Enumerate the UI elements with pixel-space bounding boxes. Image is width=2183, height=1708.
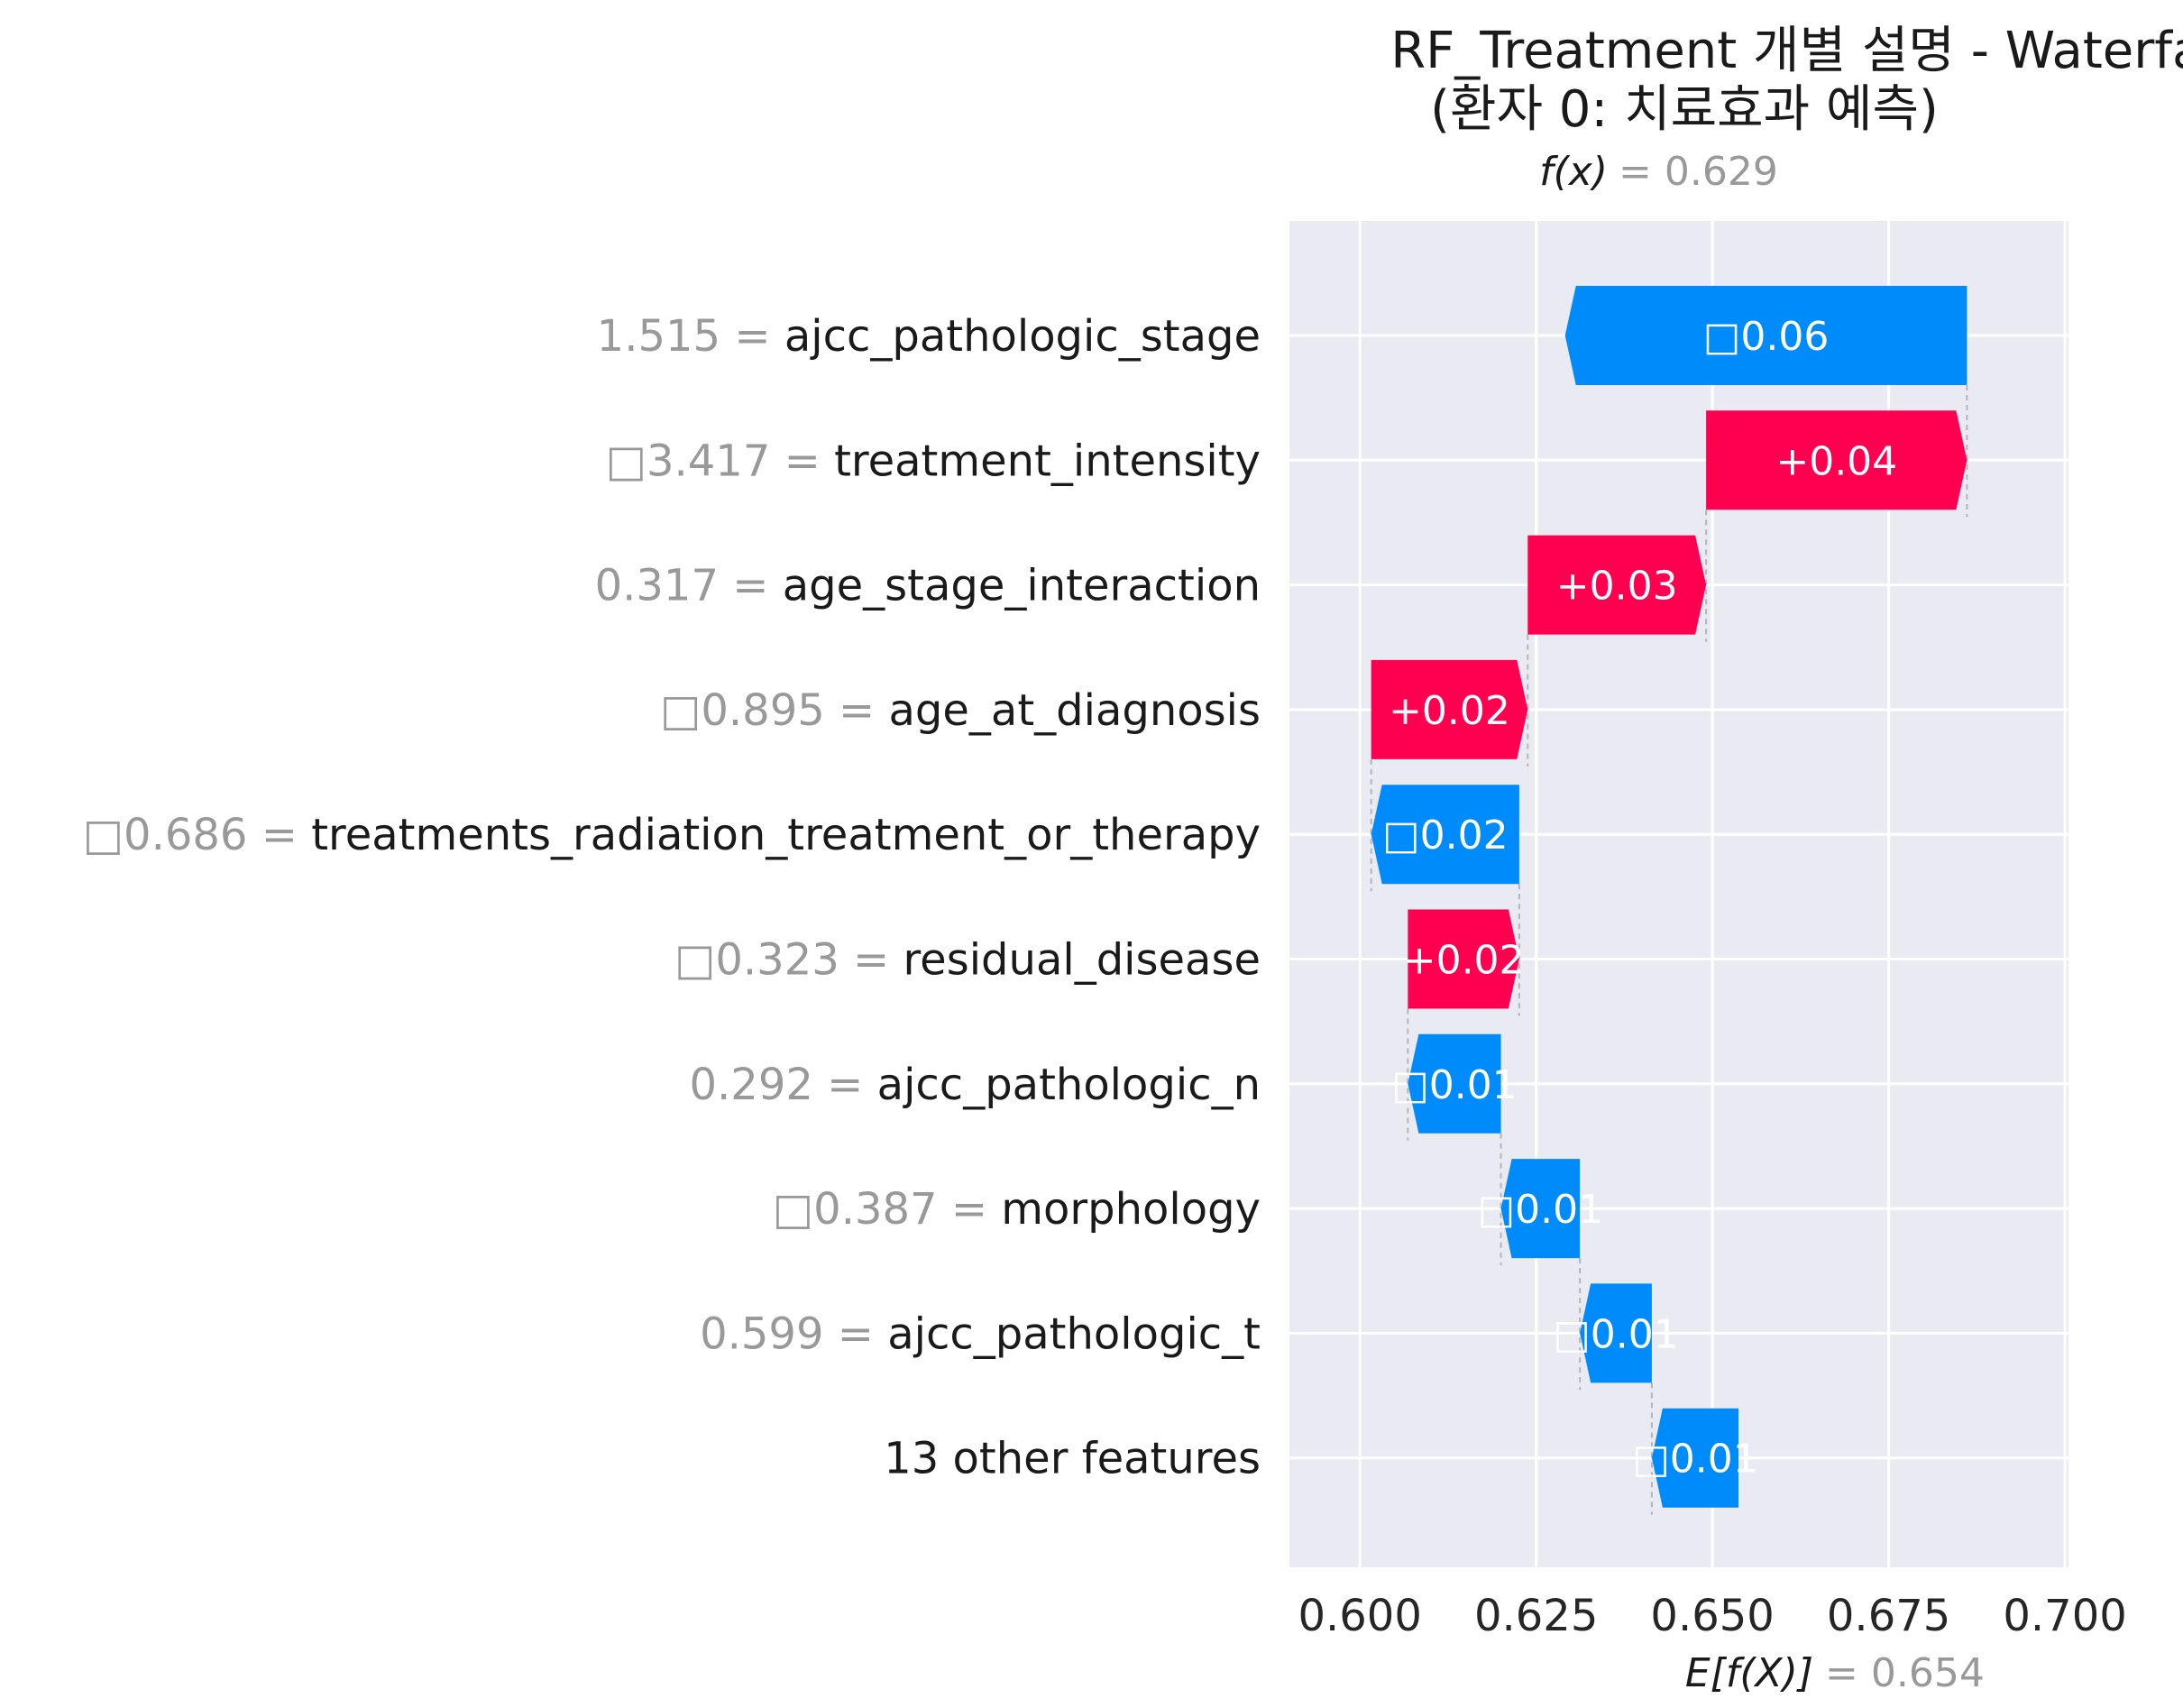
feature-labels: 1.515 = ajcc_pathologic_stage □3.417 = tr…: [83, 311, 1261, 1484]
feature-label: 0.599 = ajcc_pathologic_t: [700, 1309, 1261, 1359]
feature-label: □3.417 = treatment_intensity: [606, 436, 1261, 486]
feature-label: 1.515 = ajcc_pathologic_stage: [597, 311, 1261, 362]
connector-lines: [1370, 385, 1968, 1515]
feature-name: age_stage_interaction: [783, 561, 1261, 611]
fx-value: = 0.629: [1619, 149, 1778, 195]
waterfall-bar: [1706, 410, 1967, 510]
feature-name: treatments_radiation_treatment_or_therap…: [311, 810, 1261, 860]
x-tick-label: 0.675: [1827, 1591, 1950, 1641]
feature-value: 0.292 =: [690, 1060, 877, 1110]
feature-label: 0.292 = ajcc_pathologic_n: [690, 1060, 1261, 1110]
feature-name: 13 other features: [884, 1434, 1261, 1484]
feature-name: age_at_diagnosis: [889, 685, 1261, 736]
bar-value-label: □0.02: [1382, 813, 1509, 859]
base-value: = 0.654: [1825, 1650, 1985, 1696]
feature-name: residual_disease: [903, 935, 1261, 986]
x-tick-label: 0.625: [1474, 1591, 1598, 1641]
x-tick-label: 0.700: [2003, 1591, 2126, 1641]
feature-value: 1.515 =: [597, 311, 784, 362]
fx-annotation: f(x) = 0.629: [1539, 149, 1778, 195]
waterfall-bar: [1527, 535, 1707, 635]
feature-name: ajcc_pathologic_n: [877, 1060, 1261, 1110]
x-tick-label: 0.650: [1650, 1591, 1774, 1641]
feature-value: □0.387 =: [773, 1184, 1002, 1235]
waterfall-bar: [1408, 1033, 1501, 1134]
chart-title: RF_Treatment 개별 설명 - Waterfall Plot: [1390, 22, 2183, 80]
chart-subtitle: (환자 0: 치료효과 예측): [1430, 80, 1939, 139]
feature-value: 0.599 =: [700, 1309, 887, 1359]
feature-value: □0.323 =: [674, 935, 903, 986]
bar-value-label: □0.06: [1703, 314, 1830, 360]
feature-label: 0.317 = age_stage_interaction: [595, 561, 1261, 611]
bar-value-label: +0.04: [1775, 438, 1897, 484]
base-label: E[f(X)]: [1685, 1650, 1813, 1696]
feature-value: □3.417 =: [606, 436, 835, 486]
bar-value-label: +0.02: [1389, 688, 1510, 734]
bars: □0.06 +0.04 +0.03 +0.02 □0.02 +0.02 □0.01 □0.01…: [1371, 286, 1967, 1508]
waterfall-bar: [1371, 659, 1528, 759]
feature-value: □0.895 =: [660, 685, 889, 736]
feature-label: 13 other features: [884, 1434, 1261, 1484]
bar-value-label: □0.01: [1391, 1062, 1518, 1108]
feature-label: □0.387 = morphology: [773, 1184, 1261, 1235]
waterfall-bar: [1651, 1408, 1739, 1508]
bar-value-label: □0.01: [1478, 1187, 1604, 1233]
bar-value-label: +0.03: [1556, 564, 1678, 610]
feature-value: 0.317 =: [595, 561, 783, 611]
bar-value-label: □0.01: [1632, 1437, 1758, 1483]
waterfall-bar: [1408, 909, 1519, 1009]
x-tick-labels: 0.600 0.625 0.650 0.675 0.700: [1298, 1591, 2126, 1641]
x-tick-label: 0.600: [1298, 1591, 1421, 1641]
feature-label: □0.895 = age_at_diagnosis: [660, 685, 1261, 736]
base-annotation: E[f(X)] = 0.654: [1685, 1650, 1985, 1696]
bar-value-label: □0.01: [1553, 1311, 1679, 1357]
feature-name: treatment_intensity: [834, 436, 1261, 486]
feature-label: □0.323 = residual_disease: [674, 935, 1261, 986]
feature-label: □0.686 = treatments_radiation_treatment_…: [83, 810, 1261, 860]
waterfall-bar: [1371, 785, 1519, 885]
feature-value: □0.686 =: [83, 810, 312, 860]
waterfall-bar: [1500, 1159, 1581, 1259]
feature-name: ajcc_pathologic_t: [887, 1309, 1261, 1359]
fx-label: f(x): [1539, 149, 1608, 195]
bar-value-label: +0.02: [1403, 938, 1525, 984]
feature-name: morphology: [1001, 1184, 1261, 1235]
waterfall-bar: [1564, 286, 1967, 385]
waterfall-bar: [1580, 1283, 1652, 1383]
feature-name: ajcc_pathologic_stage: [784, 311, 1261, 362]
